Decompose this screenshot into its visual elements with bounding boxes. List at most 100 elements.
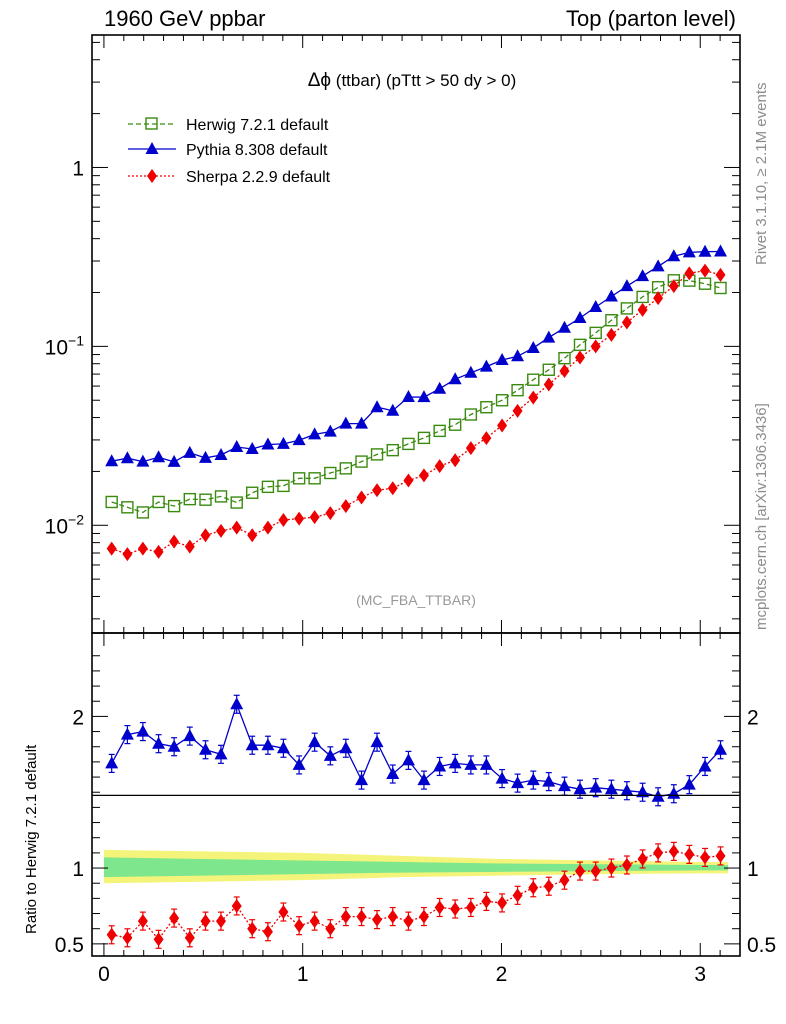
main-point-sherpa <box>465 441 476 456</box>
main-point-herwig <box>620 302 634 315</box>
ratio-point-sherpa <box>403 914 414 929</box>
legend-marker-pythia <box>145 142 159 154</box>
main-point-sherpa <box>231 520 242 535</box>
ratio-point-sherpa <box>465 900 476 915</box>
main-point-pythia <box>276 436 290 449</box>
y-tick-label: 10−2 <box>45 511 85 538</box>
ratio-point-pythia <box>292 757 306 770</box>
main-point-sherpa <box>606 327 617 342</box>
plot-title: Δϕ (ttbar) (pTtt > 50 dy > 0) <box>308 70 517 91</box>
ratio-point-sherpa <box>574 864 585 879</box>
main-point-sherpa <box>325 506 336 521</box>
main-point-herwig <box>542 363 555 376</box>
main-point-herwig <box>370 448 384 461</box>
main-point-pythia <box>401 390 415 403</box>
ratio-series <box>105 694 728 949</box>
x-tick-label: 0 <box>98 963 110 986</box>
ratio-point-pythia <box>557 779 571 792</box>
ratio-point-pythia <box>120 727 134 740</box>
main-point-pythia <box>230 439 244 452</box>
main-point-sherpa <box>668 279 679 294</box>
main-point-pythia <box>386 403 400 416</box>
ratio-line-pythia <box>111 702 721 798</box>
main-point-pythia <box>542 330 556 343</box>
main-point-pythia <box>698 244 712 257</box>
ratio-point-sherpa <box>106 927 117 942</box>
axes-ticks: 0 1 2 3 1 10−1 10−2 2 2 1 1 0.5 0.5 <box>45 35 776 986</box>
main-point-pythia <box>152 450 166 463</box>
main-point-sherpa <box>153 544 164 559</box>
ratio-point-pythia <box>667 786 681 799</box>
ratio-point-pythia <box>261 738 275 751</box>
ratio-point-sherpa <box>387 909 398 924</box>
rivet-label: Rivet 3.1.10, ≥ 2.1M events <box>753 83 770 266</box>
ratio-point-sherpa <box>216 914 227 929</box>
ratio-point-pythia <box>136 724 150 737</box>
ratio-point-pythia <box>495 771 509 784</box>
main-point-sherpa <box>653 291 664 306</box>
header-right: Top (parton level) <box>566 6 736 31</box>
main-point-pythia <box>167 454 181 467</box>
ratio-point-pythia <box>230 697 244 710</box>
x-tick-label: 2 <box>496 963 508 986</box>
main-point-pythia <box>479 359 493 372</box>
main-series <box>105 244 728 562</box>
main-point-sherpa <box>247 528 258 543</box>
main-point-pythia <box>308 427 322 440</box>
main-line-sherpa <box>111 269 721 555</box>
main-point-sherpa <box>309 510 320 525</box>
main-point-sherpa <box>106 541 117 556</box>
main-point-pythia <box>105 454 119 467</box>
main-point-pythia <box>589 299 603 312</box>
main-point-pythia <box>198 450 212 463</box>
ratio-point-pythia <box>183 729 197 742</box>
main-series-herwig <box>105 274 727 519</box>
main-point-pythia <box>120 451 134 464</box>
main-point-herwig <box>495 394 509 407</box>
ratio-point-pythia <box>386 767 400 780</box>
main-point-pythia <box>214 448 228 461</box>
ratio-point-sherpa <box>559 873 570 888</box>
main-point-pythia <box>245 441 259 454</box>
ratio-series-pythia <box>105 694 728 807</box>
main-point-herwig <box>589 326 602 340</box>
main-point-herwig <box>464 408 478 421</box>
main-point-sherpa <box>559 364 570 379</box>
main-point-herwig <box>402 437 415 451</box>
main-point-herwig <box>339 462 353 475</box>
ratio-point-sherpa <box>325 921 336 936</box>
main-point-herwig <box>152 495 165 509</box>
ratio-y-tick-label-right: 2 <box>747 706 759 729</box>
main-point-sherpa <box>262 520 273 535</box>
ratio-y-tick-label-right: 1 <box>747 858 759 881</box>
main-point-pythia <box>636 269 650 282</box>
ratio-point-sherpa <box>512 888 523 903</box>
ratio-point-pythia <box>620 783 634 796</box>
ratio-point-pythia <box>479 757 493 770</box>
ratio-point-sherpa <box>184 930 195 945</box>
ratio-point-sherpa <box>356 909 367 924</box>
legend-entry-sherpa: Sherpa 2.2.9 default <box>128 169 331 186</box>
ratio-point-pythia <box>604 782 618 795</box>
ratio-point-sherpa <box>700 850 711 865</box>
ratio-y-tick-label: 0.5 <box>55 934 84 957</box>
main-point-sherpa <box>621 315 632 330</box>
y-tick-label: 10−1 <box>45 332 85 359</box>
main-point-pythia <box>433 381 447 394</box>
main-point-sherpa <box>137 541 148 556</box>
main-point-herwig <box>448 418 462 431</box>
ratio-point-pythia <box>308 735 322 748</box>
main-point-pythia <box>526 340 540 353</box>
main-point-pythia <box>620 279 634 292</box>
main-point-herwig <box>105 495 118 509</box>
main-point-pythia <box>261 437 275 450</box>
ratio-point-sherpa <box>122 930 133 945</box>
ratio-plot-frame <box>91 632 741 957</box>
main-series-sherpa <box>106 263 726 562</box>
main-point-sherpa <box>543 377 554 392</box>
ratio-point-sherpa <box>450 901 461 916</box>
ratio-point-sherpa <box>169 911 180 926</box>
main-point-pythia <box>464 365 478 378</box>
main-point-pythia <box>557 320 571 333</box>
main-point-sherpa <box>684 266 695 281</box>
